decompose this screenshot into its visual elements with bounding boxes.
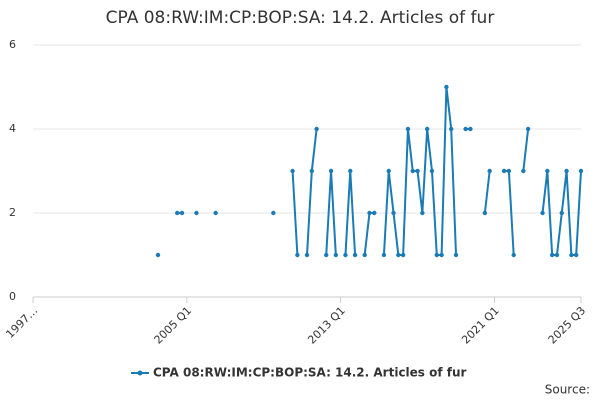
x-tick-label: 2013 Q1 bbox=[305, 304, 348, 347]
point bbox=[468, 126, 473, 132]
point bbox=[415, 168, 420, 174]
point bbox=[549, 252, 555, 258]
point bbox=[429, 168, 435, 174]
point bbox=[410, 168, 415, 174]
point bbox=[578, 168, 584, 174]
point bbox=[352, 252, 358, 258]
point bbox=[194, 210, 199, 216]
point bbox=[573, 252, 579, 258]
point bbox=[386, 168, 391, 174]
point bbox=[328, 168, 334, 174]
point bbox=[420, 210, 425, 216]
point bbox=[381, 252, 387, 258]
point bbox=[304, 252, 310, 258]
point bbox=[391, 210, 396, 216]
point bbox=[343, 252, 348, 258]
point bbox=[521, 168, 526, 174]
point bbox=[362, 252, 367, 258]
point bbox=[525, 126, 531, 132]
point bbox=[348, 168, 353, 174]
point bbox=[271, 210, 276, 216]
x-tick-label: 2021 Q1 bbox=[459, 304, 502, 347]
point bbox=[314, 126, 319, 132]
point bbox=[559, 210, 564, 216]
chart-title: CPA 08:RW:IM:CP:BOP:SA: 14.2. Articles o… bbox=[106, 8, 495, 28]
point bbox=[453, 252, 459, 258]
point bbox=[309, 168, 315, 174]
point bbox=[511, 252, 516, 258]
point bbox=[372, 210, 377, 216]
point bbox=[487, 168, 492, 174]
legend-marker bbox=[137, 370, 143, 376]
point bbox=[290, 168, 295, 174]
point bbox=[333, 252, 339, 258]
point bbox=[449, 126, 454, 132]
point bbox=[175, 210, 180, 216]
y-tick-label: 6 bbox=[9, 38, 16, 51]
series-line bbox=[177, 86, 582, 256]
point bbox=[155, 252, 161, 258]
y-tick-label: 4 bbox=[9, 122, 16, 135]
point bbox=[396, 252, 401, 258]
point bbox=[424, 126, 430, 132]
point bbox=[179, 210, 185, 216]
point bbox=[405, 126, 411, 132]
point bbox=[554, 252, 560, 258]
point bbox=[213, 210, 218, 216]
point bbox=[545, 168, 550, 174]
point bbox=[295, 252, 300, 258]
point bbox=[434, 252, 439, 258]
point bbox=[439, 252, 444, 258]
source: Source: bbox=[545, 383, 590, 397]
y-tick-label: 0 bbox=[9, 290, 16, 303]
point bbox=[324, 252, 329, 258]
point bbox=[482, 210, 488, 216]
point bbox=[444, 84, 449, 90]
point bbox=[506, 168, 512, 174]
point bbox=[367, 210, 372, 216]
point bbox=[463, 126, 468, 132]
x-tick-label: 2005 Q1 bbox=[152, 304, 195, 347]
point bbox=[564, 168, 569, 174]
point bbox=[501, 168, 507, 174]
point bbox=[400, 252, 406, 258]
point bbox=[540, 210, 545, 216]
point bbox=[569, 252, 574, 258]
x-tick-label: 2025 Q3 bbox=[546, 304, 589, 347]
x-tick-label: 1997… bbox=[3, 304, 40, 341]
y-tick-label: 2 bbox=[9, 206, 16, 219]
legend-label: CPA 08:RW:IM:CP:BOP:SA: 14.2. Articles o… bbox=[153, 366, 467, 380]
